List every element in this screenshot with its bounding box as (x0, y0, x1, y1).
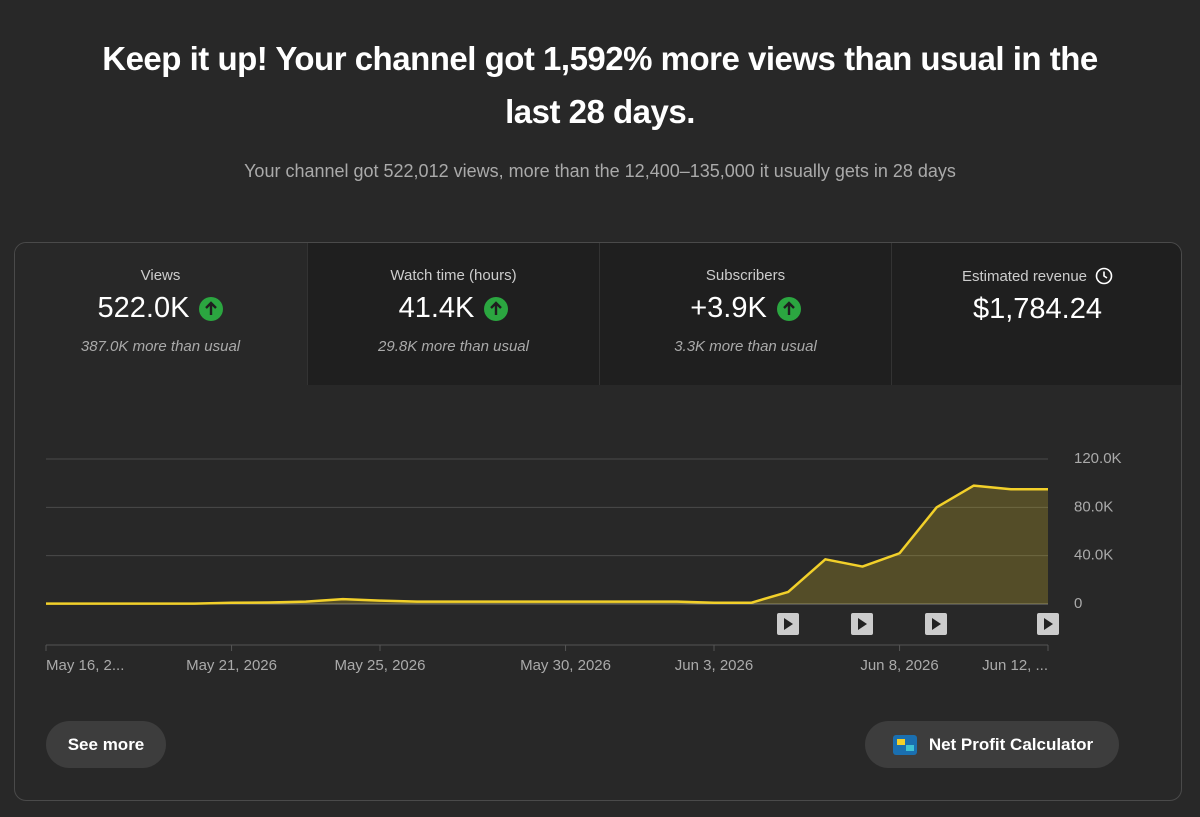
y-tick-label: 0 (1074, 595, 1082, 612)
metric-label: Views (140, 267, 181, 284)
up-icon (199, 296, 224, 321)
x-tick-label: May 16, 2... (46, 657, 124, 674)
metric-label: Subscribers (705, 267, 786, 284)
metric-note: 29.8K more than usual (378, 338, 529, 355)
calculator-button[interactable]: Net Profit Calculator (865, 721, 1119, 768)
metric-label: Watch time (hours) (390, 267, 517, 284)
metric-value: 522.0K (97, 292, 190, 324)
line (46, 484, 1048, 605)
up-icon (484, 296, 509, 321)
video-marker-icon (784, 618, 793, 630)
clock-icon (1095, 267, 1113, 285)
x-tick-label: May 21, 2026 (186, 657, 277, 674)
headline: Keep it up! Your channel got 1,592% more… (102, 40, 1098, 130)
metric-tab[interactable]: Estimated revenue $1,784.24 (891, 243, 1181, 385)
area (46, 485, 1048, 604)
metric-value: +3.9K (690, 292, 767, 324)
y-tick-label: 120.0K (1074, 450, 1122, 467)
button-label: Net Profit Calculator (928, 734, 1094, 754)
up-icon (776, 296, 801, 321)
metric-tab[interactable]: Subscribers +3.9K 3.3K more than usual (599, 243, 891, 385)
calculator-icon (892, 734, 917, 755)
metric-value: $1,784.24 (972, 293, 1102, 325)
metric-label: Estimated revenue (961, 267, 1088, 285)
subtitle: Your channel got 522,012 views, more tha… (244, 161, 956, 181)
x-tick-label: Jun 12, ... (982, 657, 1048, 674)
y-tick-label: 80.0K (1074, 498, 1113, 515)
button-label: See more (67, 734, 145, 754)
x-tick-label: Jun 8, 2026 (860, 657, 938, 674)
metric-note: 3.3K more than usual (674, 338, 817, 355)
metric-value: 41.4K (398, 292, 475, 324)
x-tick-label: Jun 3, 2026 (675, 657, 753, 674)
video-marker-icon (858, 618, 867, 630)
see-more-button[interactable]: See more (46, 721, 166, 768)
metric-note: 387.0K more than usual (80, 338, 241, 355)
analytics-card: Views 522.0K 387.0K more than usual Watc… (14, 242, 1182, 801)
video-marker-icon (932, 618, 941, 630)
video-marker-icon (1044, 618, 1053, 630)
x-tick-label: May 25, 2026 (335, 657, 426, 674)
metric-tab[interactable]: Watch time (hours) 41.4K 29.8K more than… (307, 243, 599, 385)
metric-tab[interactable]: Views 522.0K 387.0K more than usual (15, 243, 306, 385)
x-tick-label: May 30, 2026 (520, 657, 611, 674)
y-tick-label: 40.0K (1074, 547, 1113, 564)
